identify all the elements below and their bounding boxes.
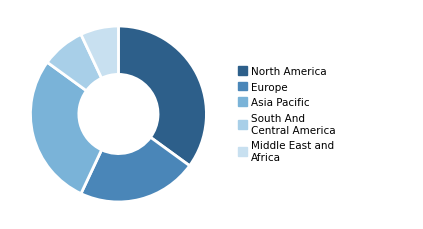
Wedge shape (81, 27, 118, 79)
Wedge shape (81, 138, 190, 202)
Wedge shape (30, 63, 102, 194)
Wedge shape (118, 27, 206, 166)
Wedge shape (47, 35, 102, 91)
Legend: North America, Europe, Asia Pacific, South And
Central America, Middle East and
: North America, Europe, Asia Pacific, Sou… (233, 63, 340, 166)
